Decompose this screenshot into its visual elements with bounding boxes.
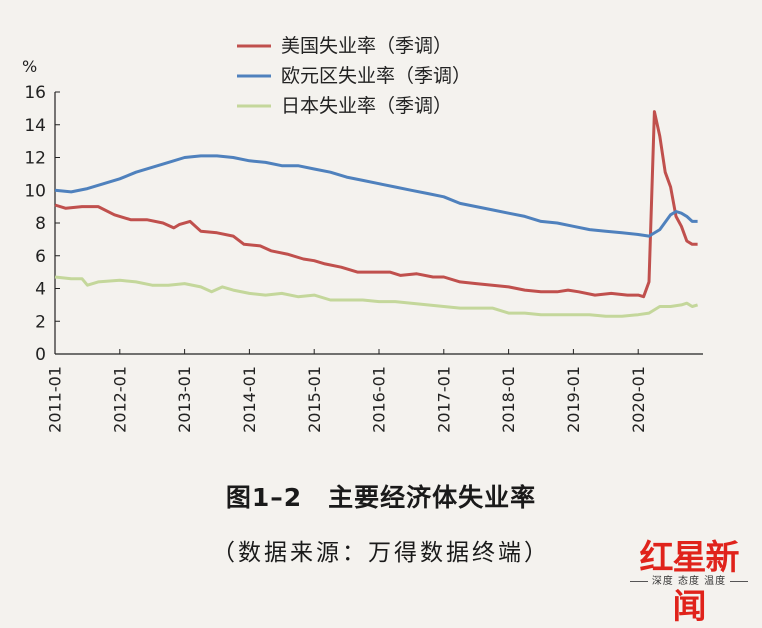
legend-label-3: 日本失业率（季调） (281, 95, 452, 117)
x-tick-label: 2011-01 (46, 366, 65, 433)
x-tick-label: 2019-01 (564, 366, 583, 433)
line-chart: 0 2 4 6 8 10 12 14 16% 2011-01 2012-01 2013-01 2014-… (22, 35, 703, 433)
x-tick-label: 2012-01 (110, 366, 129, 433)
x-tick-label: 2015-01 (305, 366, 324, 433)
y-tick-label: 12 (24, 149, 46, 169)
data-source: （数据来源：万得数据终端） (212, 540, 550, 566)
y-tick-label: 6 (35, 247, 46, 267)
x-tick-label: 2018-01 (499, 366, 518, 433)
legend-label-2: 欧元区失业率（季调） (281, 65, 471, 87)
figure-title: 图1–2 主要经济体失业率 (225, 483, 537, 512)
legend-label-1: 美国失业率（季调） (281, 35, 452, 57)
y-tick-label: 10 (24, 181, 46, 201)
series-line-2 (54, 154, 698, 238)
y-tick-label: 8 (35, 214, 46, 234)
y-tick-label: 14 (24, 116, 46, 136)
x-tick-label: 2017-01 (434, 366, 453, 433)
x-tick-label: 2013-01 (175, 366, 194, 433)
series-line-1 (54, 110, 698, 299)
logo-tagline: 深度 态度 温度 (624, 572, 754, 587)
x-tick-label: 2020-01 (629, 366, 648, 433)
x-tick-label: 2014-01 (240, 366, 259, 433)
x-tick-label: 2016-01 (370, 366, 389, 433)
brand-logo: 红星新闻 深度 态度 温度 (624, 530, 754, 627)
y-unit-label: % (22, 57, 37, 76)
y-tick-label: 0 (35, 345, 46, 365)
y-tick-label: 16 (24, 83, 46, 103)
y-tick-label: 2 (35, 312, 46, 332)
y-tick-label: 4 (35, 280, 46, 300)
series-line-3 (54, 275, 699, 318)
